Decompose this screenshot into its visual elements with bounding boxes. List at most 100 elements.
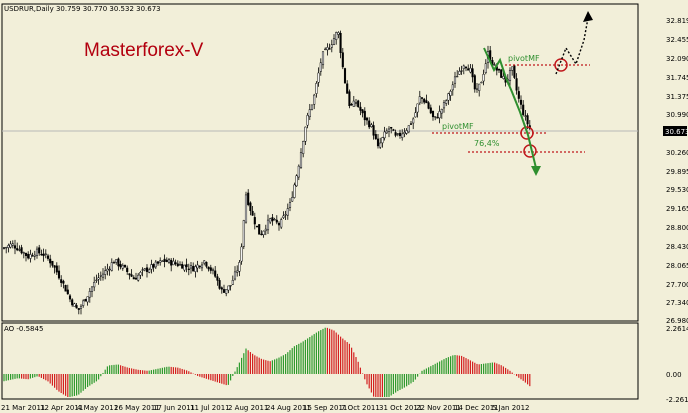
- candle-body: [77, 308, 80, 310]
- candle-body: [79, 305, 83, 309]
- time-label: 26 May 2011: [114, 404, 160, 412]
- candle-body: [519, 99, 523, 105]
- candle-body: [126, 267, 129, 272]
- ao-histogram-layer: [3, 327, 531, 397]
- candle-body: [233, 271, 237, 280]
- candle-body: [156, 261, 160, 264]
- candle-body: [401, 133, 404, 138]
- candle-body: [326, 47, 329, 51]
- candle-body: [513, 65, 516, 78]
- candle-body: [154, 261, 157, 268]
- candle-body: [119, 264, 122, 268]
- candle-body: [409, 123, 413, 125]
- projected-up-path: [555, 17, 589, 75]
- candle-body: [75, 305, 78, 309]
- candle-body: [35, 248, 39, 256]
- candle-body: [502, 76, 505, 79]
- candle-body: [500, 69, 503, 78]
- candle-body: [414, 112, 417, 118]
- candle-body: [192, 265, 195, 272]
- ao-tick: -2.2614: [666, 396, 688, 404]
- candle-body: [55, 265, 58, 273]
- fib-level-label: 76,4%: [474, 139, 500, 148]
- candle-body: [394, 132, 397, 136]
- candle-body: [185, 264, 188, 268]
- candle-body: [231, 280, 234, 285]
- price-tick: 31.375: [666, 93, 688, 101]
- candle-body: [106, 268, 109, 272]
- price-tick: 28.800: [666, 224, 688, 232]
- candle-body: [337, 32, 340, 35]
- candle-body: [90, 286, 94, 292]
- candle-body: [244, 194, 248, 223]
- candle-body: [93, 282, 96, 288]
- candle-body: [434, 116, 437, 118]
- candle-body: [313, 94, 316, 105]
- candle-body: [405, 130, 408, 134]
- candle-body: [51, 260, 54, 266]
- ao-panel-frame: [1, 322, 639, 400]
- watermark-logo: Masterforex-V: [84, 40, 204, 61]
- candle-body: [365, 117, 369, 121]
- price-tick: 32.090: [666, 55, 688, 63]
- time-label: 22 Nov 2011: [416, 404, 461, 412]
- candle-body: [478, 83, 481, 91]
- candle-body: [515, 78, 518, 91]
- candle-body: [306, 115, 309, 126]
- candle-body: [392, 129, 395, 131]
- candle-body: [440, 109, 443, 114]
- candle-body: [293, 184, 296, 198]
- candle-body: [165, 259, 168, 262]
- candle-body: [508, 69, 512, 82]
- candle-body: [304, 126, 307, 142]
- time-label: 14 Dec 2011: [454, 404, 499, 412]
- candle-body: [271, 217, 274, 222]
- price-tick: 28.065: [666, 262, 688, 270]
- price-tick: 27.340: [666, 299, 688, 307]
- candle-body: [143, 268, 146, 271]
- candle-body: [363, 110, 366, 121]
- candle-body: [436, 117, 439, 119]
- current-price-label: 30.673: [665, 128, 688, 136]
- pivot-lower-circle-icon: [520, 126, 534, 140]
- price-tick: 32.455: [666, 36, 688, 44]
- candle-body: [464, 66, 468, 69]
- candle-body: [66, 289, 69, 295]
- candle-body: [255, 225, 259, 228]
- candle-body: [253, 217, 256, 225]
- candle-body: [339, 32, 342, 53]
- time-label: 17 Jun 2011: [153, 404, 195, 412]
- price-tick: 29.895: [666, 168, 688, 176]
- candle-body: [350, 104, 353, 106]
- candle-body: [425, 100, 428, 104]
- candle-body: [130, 274, 133, 277]
- candle-body: [273, 218, 276, 221]
- candle-body: [291, 197, 294, 202]
- candle-body: [403, 132, 406, 135]
- candle-body: [431, 110, 435, 118]
- price-tick: 29.165: [666, 205, 688, 213]
- candle-body: [137, 274, 140, 281]
- candle-body: [101, 273, 105, 278]
- candle-body: [240, 246, 243, 262]
- candle-body: [225, 289, 228, 294]
- candle-body: [174, 262, 177, 265]
- candle-body: [321, 51, 325, 66]
- ao-tick: 0.00: [666, 371, 682, 379]
- candle-body: [73, 303, 76, 307]
- candle-body: [145, 267, 149, 272]
- candle-body: [280, 219, 283, 228]
- candle-body: [112, 262, 116, 264]
- candle-body: [299, 152, 303, 169]
- candle-body: [251, 210, 254, 216]
- candle-body: [236, 270, 239, 273]
- candle-body: [9, 243, 12, 248]
- candle-body: [343, 68, 347, 84]
- candle-body: [308, 109, 311, 118]
- candle-body: [86, 296, 89, 303]
- candle-body: [522, 104, 525, 115]
- candle-body: [22, 252, 25, 254]
- down-arrow-icon: [531, 166, 541, 176]
- candle-body: [11, 243, 14, 246]
